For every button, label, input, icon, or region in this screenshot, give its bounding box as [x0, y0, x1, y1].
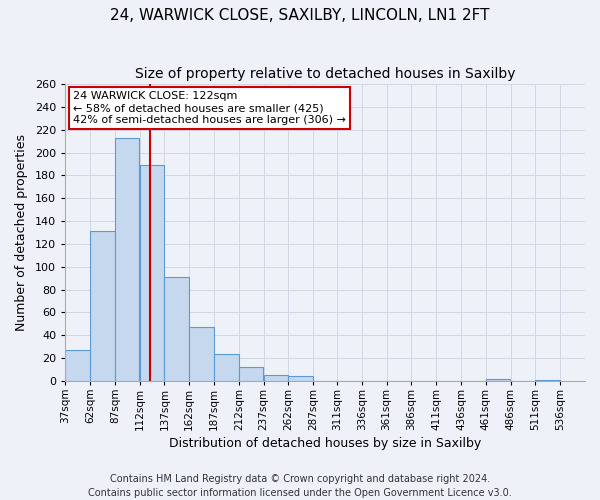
Bar	[189, 328, 214, 381]
Bar	[164, 277, 189, 381]
Bar	[289, 376, 313, 381]
Bar	[65, 350, 90, 381]
Bar	[140, 165, 164, 381]
Bar	[214, 354, 239, 381]
Bar	[263, 376, 288, 381]
Title: Size of property relative to detached houses in Saxilby: Size of property relative to detached ho…	[135, 68, 515, 82]
Y-axis label: Number of detached properties: Number of detached properties	[15, 134, 28, 331]
X-axis label: Distribution of detached houses by size in Saxilby: Distribution of detached houses by size …	[169, 437, 481, 450]
Bar	[90, 232, 115, 381]
Bar	[115, 138, 139, 381]
Bar	[535, 380, 560, 381]
Bar	[486, 378, 511, 381]
Text: Contains HM Land Registry data © Crown copyright and database right 2024.
Contai: Contains HM Land Registry data © Crown c…	[88, 474, 512, 498]
Text: 24, WARWICK CLOSE, SAXILBY, LINCOLN, LN1 2FT: 24, WARWICK CLOSE, SAXILBY, LINCOLN, LN1…	[110, 8, 490, 22]
Text: 24 WARWICK CLOSE: 122sqm
← 58% of detached houses are smaller (425)
42% of semi-: 24 WARWICK CLOSE: 122sqm ← 58% of detach…	[73, 92, 346, 124]
Bar	[239, 368, 263, 381]
